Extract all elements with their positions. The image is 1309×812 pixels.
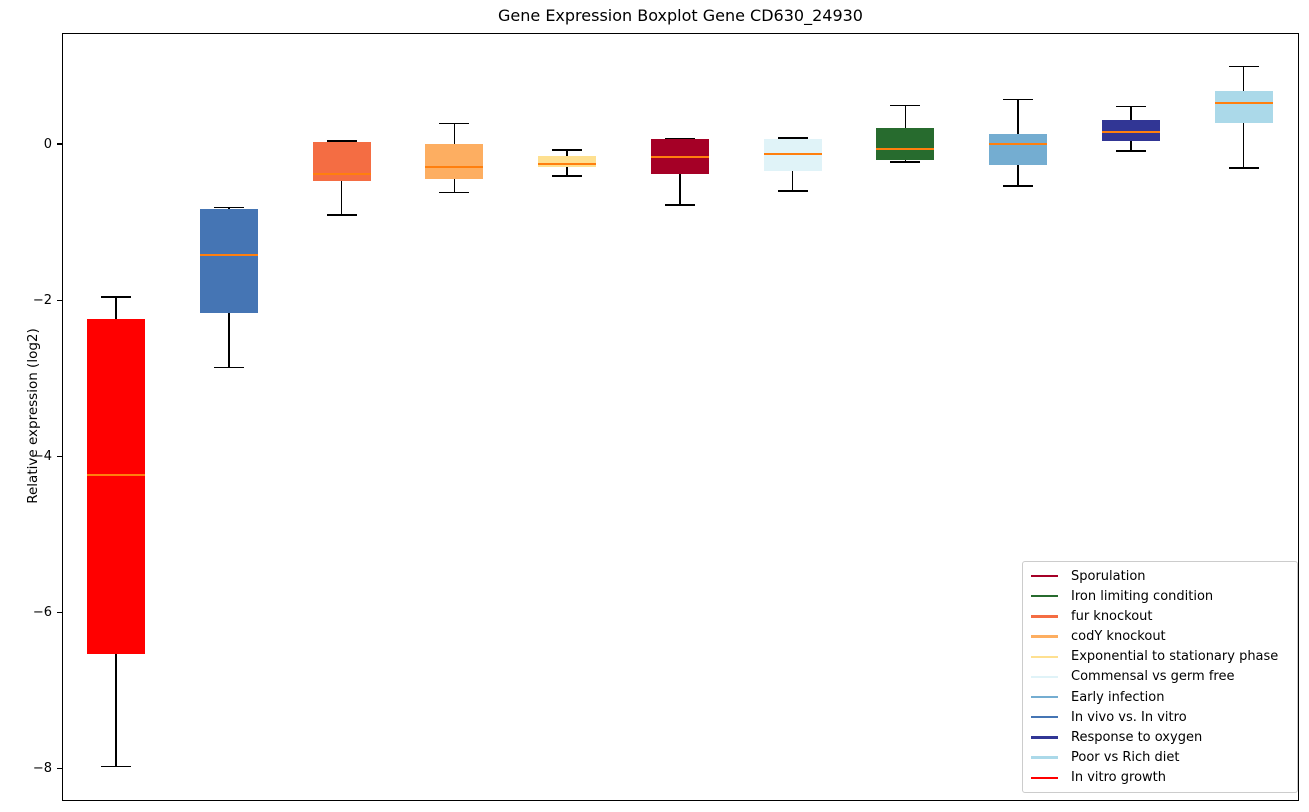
legend-swatch-icon [1031, 574, 1058, 578]
legend-label: In vitro growth [1071, 770, 1166, 786]
legend-item[interactable]: Sporulation [1031, 569, 1289, 584]
legend-swatch-icon [1031, 615, 1058, 618]
legend-swatch-icon [1031, 716, 1058, 719]
legend-item[interactable]: In vitro growth [1031, 770, 1289, 785]
legend-swatch-icon [1031, 595, 1058, 598]
legend-label: Early infection [1071, 689, 1165, 705]
legend-label: fur knockout [1071, 608, 1153, 624]
legend-swatch-icon [1031, 675, 1058, 679]
y-tick-label: −8 [32, 761, 52, 777]
legend-label: Exponential to stationary phase [1071, 649, 1279, 665]
legend-label: In vivo vs. In vitro [1071, 709, 1187, 725]
legend-swatch-icon [1031, 756, 1058, 759]
legend-item[interactable]: codY knockout [1031, 629, 1289, 644]
legend-swatch-icon [1031, 776, 1058, 779]
legend-label: Sporulation [1071, 568, 1146, 584]
y-tick-label: −2 [32, 292, 52, 308]
legend-item[interactable]: Poor vs Rich diet [1031, 750, 1289, 765]
y-tick-label: 0 [43, 136, 52, 152]
legend-item[interactable]: Commensal vs germ free [1031, 669, 1289, 684]
chart-title: Gene Expression Boxplot Gene CD630_24930 [498, 6, 863, 25]
y-tick-label: −6 [32, 605, 52, 621]
legend-swatch-icon [1031, 695, 1058, 699]
legend-swatch-icon [1031, 736, 1058, 739]
legend-label: Commensal vs germ free [1071, 669, 1235, 685]
legend-swatch-icon [1031, 635, 1058, 638]
legend-swatch-icon [1031, 655, 1058, 658]
legend-item[interactable]: Response to oxygen [1031, 730, 1289, 745]
legend-item[interactable]: fur knockout [1031, 609, 1289, 624]
legend-item[interactable]: Early infection [1031, 690, 1289, 705]
y-axis-label: Relative expression (log2) [25, 328, 41, 504]
legend-label: codY knockout [1071, 629, 1166, 645]
legend-label: Iron limiting condition [1071, 588, 1214, 604]
legend-item[interactable]: In vivo vs. In vitro [1031, 710, 1289, 725]
legend-label: Poor vs Rich diet [1071, 750, 1180, 766]
legend-item[interactable]: Iron limiting condition [1031, 589, 1289, 604]
legend-label: Response to oxygen [1071, 729, 1203, 745]
legend: Sporulation Iron limiting condition fur kn… [1022, 561, 1298, 793]
legend-item[interactable]: Exponential to stationary phase [1031, 649, 1289, 664]
